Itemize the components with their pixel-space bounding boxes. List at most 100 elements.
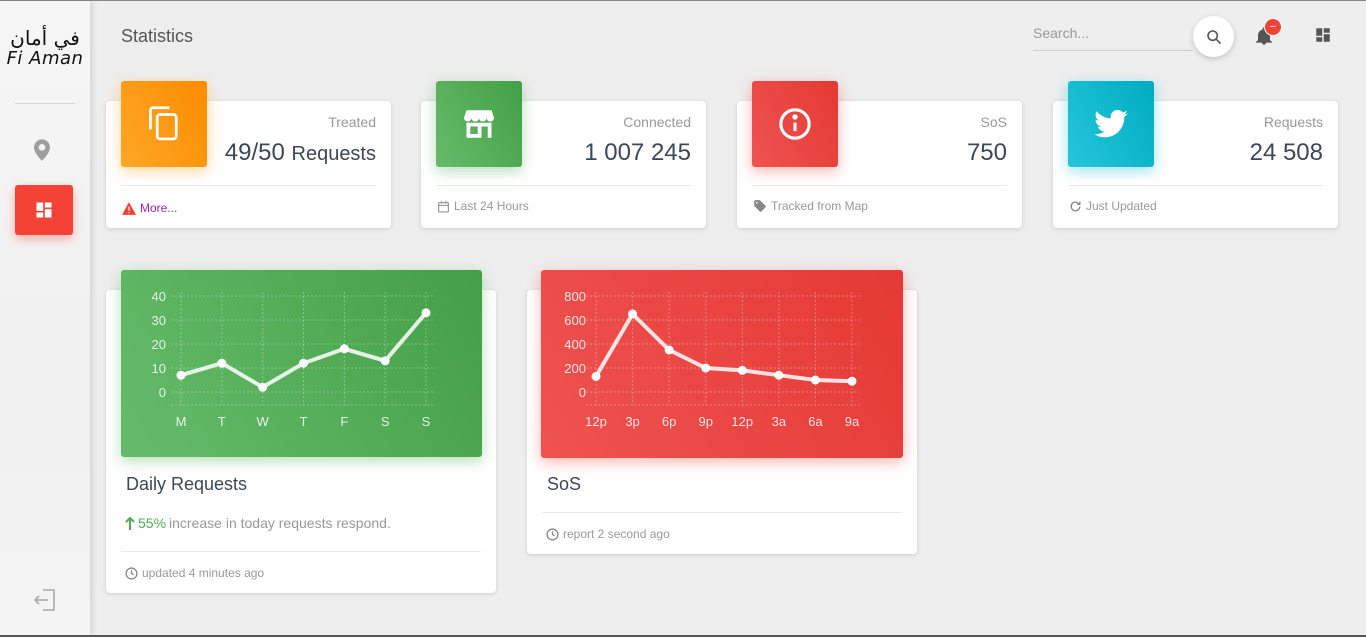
data-point[interactable]: [258, 382, 268, 392]
sidebar-item-logout[interactable]: [30, 585, 60, 615]
chart-footer-text: report 2 second ago: [563, 527, 670, 541]
copy-icon: [149, 106, 178, 141]
chart-header: 0 10 20 30 40 M T W T F S S: [121, 270, 482, 457]
stat-card-sos: SoS 750 Tracked from Map: [737, 81, 1022, 228]
stat-footer: Last 24 Hours: [437, 199, 529, 213]
stat-category: Connected: [623, 114, 691, 130]
stat-footer-text: Tracked from Map: [771, 199, 868, 213]
description-text: increase in today requests respond.: [169, 515, 391, 531]
stat-card-treated: Treated 49/50 Requests More...: [106, 81, 391, 228]
refresh-icon: [1070, 200, 1081, 211]
stat-category: Treated: [328, 114, 376, 130]
data-point[interactable]: [737, 365, 747, 375]
data-point[interactable]: [176, 370, 186, 380]
x-tick-label: 9a: [845, 414, 860, 429]
sidebar-divider: [15, 103, 75, 104]
stat-category: SoS: [980, 114, 1007, 130]
dashboard-icon: [1316, 28, 1330, 42]
y-tick-label: 20: [152, 337, 166, 352]
data-point[interactable]: [664, 345, 674, 355]
brand-name-ar: في أمان: [10, 26, 80, 50]
arrow-up-icon: [125, 516, 135, 530]
search-input[interactable]: [1033, 16, 1193, 50]
stat-footer-text: Just Updated: [1086, 199, 1157, 213]
page-title: Statistics: [121, 26, 194, 46]
series-line: [594, 312, 853, 384]
more-link[interactable]: More...: [140, 201, 178, 215]
increase-percent: 55%: [138, 515, 167, 531]
tag-icon: [754, 200, 766, 212]
divider: [1068, 185, 1323, 186]
data-point[interactable]: [380, 356, 390, 366]
stat-footer: More...: [122, 201, 177, 215]
chart-footer-text: updated 4 minutes ago: [142, 566, 265, 580]
data-point[interactable]: [299, 358, 308, 368]
stat-unit: Requests: [291, 143, 377, 165]
chart-card-daily-requests: 0 10 20 30 40 M T W T F S S Daily Requests 55% incr…: [106, 270, 496, 593]
notification-badge[interactable]: –: [1264, 18, 1282, 36]
brand-logo[interactable]: في أمان Fi Aman: [0, 27, 90, 69]
divider: [752, 185, 1007, 186]
stat-value: 49/50 Requests: [225, 139, 376, 167]
y-tick-label: 0: [579, 385, 586, 400]
chart-title: Daily Requests: [126, 474, 248, 494]
x-tick-label: 3p: [625, 414, 639, 429]
stat-value: 750: [966, 139, 1007, 166]
stat-category: Requests: [1263, 114, 1323, 130]
search-field: [1033, 16, 1193, 51]
location-pin-icon: [34, 139, 50, 161]
twitter-icon: [1094, 110, 1128, 138]
data-point[interactable]: [701, 363, 711, 373]
clock-icon: [546, 527, 559, 541]
x-tick-label: W: [257, 414, 270, 429]
divider: [436, 185, 691, 186]
y-tick-label: 200: [564, 361, 586, 376]
x-tick-label: 6p: [662, 414, 676, 429]
data-point[interactable]: [217, 358, 227, 368]
chart-description: 55% increase in today requests respond.: [125, 515, 391, 531]
brand-name-en: Fi Aman: [6, 48, 84, 69]
x-tick-label: M: [176, 414, 187, 429]
chart-title: SoS: [547, 474, 582, 494]
calendar-icon: [438, 200, 449, 213]
data-point[interactable]: [421, 308, 431, 318]
stat-icon-box: [752, 81, 838, 167]
sidebar: في أمان Fi Aman: [0, 1, 90, 635]
search-button[interactable]: [1193, 16, 1234, 57]
x-tick-label: 9p: [698, 414, 712, 429]
data-point[interactable]: [774, 370, 784, 380]
x-tick-label: 12p: [585, 414, 607, 429]
y-tick-label: 800: [564, 289, 586, 304]
x-tick-label: T: [300, 414, 308, 429]
y-tick-label: 30: [152, 313, 166, 328]
warning-icon: [122, 201, 136, 215]
store-icon: [464, 110, 494, 138]
sidebar-item-dashboard[interactable]: [15, 185, 73, 235]
data-point[interactable]: [810, 375, 820, 385]
y-tick-label: 400: [564, 337, 586, 352]
data-point[interactable]: [628, 309, 638, 319]
divider: [121, 185, 376, 186]
clock-icon: [125, 566, 138, 580]
x-tick-label: S: [422, 414, 431, 429]
data-point[interactable]: [847, 376, 857, 386]
x-tick-label: T: [218, 414, 226, 429]
divider: [542, 512, 902, 513]
x-tick-label: 12p: [731, 414, 753, 429]
chart-footer: report 2 second ago: [546, 527, 670, 541]
stat-icon-box: [436, 81, 522, 167]
stat-card-requests: Requests 24 508 Just Updated: [1053, 81, 1338, 228]
logout-icon: [33, 589, 55, 611]
sidebar-item-map[interactable]: [28, 136, 56, 164]
stat-icon-box: [121, 81, 207, 167]
sos-chart: 0 200 400 600 800 12p 3p 6p 9p 12p 3a 6a 9a: [564, 289, 860, 429]
stat-value: 24 508: [1249, 139, 1323, 166]
search-icon: [1206, 29, 1221, 44]
dashboard-menu-button[interactable]: [1312, 24, 1334, 46]
data-point[interactable]: [339, 344, 349, 354]
x-tick-label: 3a: [772, 414, 787, 429]
stat-card-connected: Connected 1 007 245 Last 24 Hours: [421, 81, 706, 228]
stat-value: 1 007 245: [584, 139, 691, 166]
data-point[interactable]: [591, 371, 601, 381]
stat-number: 49/50: [224, 139, 285, 166]
